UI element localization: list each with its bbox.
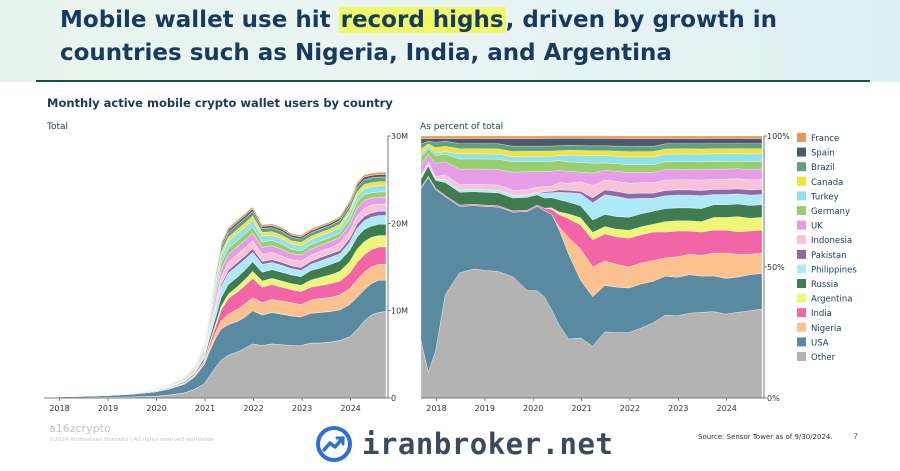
y-tick-label: 100% (767, 132, 790, 141)
watermark: iranbroker.net (316, 424, 613, 464)
title-text-start: Mobile wallet use hit (60, 7, 339, 33)
legend-swatch-germany (797, 206, 806, 215)
page-number: 7 (853, 432, 859, 441)
legend-swatch-brazil (797, 162, 806, 172)
percent-area-chart: 2018 2019 2020 2021 2022 2023 2024 0% 50% 100% (420, 132, 790, 413)
chart-legend: France Spain Brazil Canada Turkey Germany UK In… (797, 133, 857, 363)
legend-label-canada: Canada (811, 178, 843, 188)
legend-label-germany: Germany (811, 207, 850, 217)
y-tick-label: 20M (391, 219, 408, 228)
y-tick-label: 10M (391, 307, 408, 316)
x-tick-label: 2021 (571, 404, 591, 413)
legend-swatch-canada (797, 176, 806, 186)
area-france (420, 135, 763, 139)
chart-subtitle: Monthly active mobile crypto wallet user… (47, 96, 393, 110)
source-note: Source: Sensor Tower as of 9/30/2024. (698, 433, 833, 441)
x-tick-label: 2024 (717, 404, 737, 413)
legend-label-indonesia: Indonesia (811, 236, 852, 246)
legend-swatch-russia (797, 279, 806, 288)
right-panel-title: As percent of total (420, 122, 504, 132)
title-text-end: , driven by growth in countries such as … (60, 7, 777, 66)
legend-label-nigeria: Nigeria (811, 324, 841, 334)
legend-swatch-argentina (797, 293, 806, 303)
x-tick-label: 2023 (668, 404, 688, 413)
watermark-text: iranbroker.net (362, 427, 614, 461)
legend-label-turkey: Turkey (810, 192, 839, 202)
left-panel-title: Total (47, 122, 69, 132)
x-tick-label: 2022 (243, 404, 263, 413)
x-tick-label: 2020 (523, 404, 543, 413)
legend-label-brazil: Brazil (811, 163, 835, 173)
chart-arrow-circle-icon (316, 426, 352, 462)
x-tick-label: 2019 (475, 404, 495, 413)
y-tick-label: 50% (767, 263, 785, 272)
x-tick-label: 2024 (340, 404, 360, 413)
legend-label-philippines: Philippines (811, 265, 857, 275)
x-tick-label: 2021 (195, 404, 215, 413)
x-tick-label: 2019 (98, 404, 118, 413)
legend-swatch-indonesia (797, 235, 806, 245)
legend-swatch-india (797, 308, 806, 318)
legend-swatch-spain (797, 147, 806, 157)
y-tick-label: 0% (767, 394, 780, 403)
y-tick-label: 30M (391, 132, 408, 141)
legend-label-france: France (811, 134, 839, 144)
legend-label-spain: Spain (811, 149, 835, 159)
x-tick-label: 2018 (49, 404, 69, 413)
legend-label-india: India (811, 309, 832, 319)
legend-swatch-other (797, 352, 806, 361)
legend-label-uk: UK (811, 222, 823, 232)
legend-label-usa: USA (811, 338, 829, 348)
x-tick-label: 2020 (146, 404, 166, 413)
legend-swatch-nigeria (797, 322, 806, 332)
legend-label-other: Other (811, 353, 836, 363)
legend-label-russia: Russia (811, 280, 838, 290)
legend-swatch-turkey (797, 191, 806, 201)
legend-swatch-usa (797, 337, 806, 347)
legend-swatch-france (797, 133, 806, 142)
title-highlight: record highs (338, 7, 506, 33)
legend-swatch-philippines (797, 264, 806, 274)
area-france (43, 172, 387, 398)
legend-swatch-uk (797, 220, 806, 230)
legend-label-argentina: Argentina (811, 295, 852, 305)
x-tick-label: 2018 (426, 404, 446, 413)
legend-swatch-pakistan (797, 249, 806, 259)
a16z-logo: a16zcrypto (49, 422, 111, 435)
x-tick-label: 2023 (292, 404, 312, 413)
total-area-chart: 2018 2019 2020 2021 2022 2023 2024 0 10M 20M 30M (43, 132, 408, 413)
copyright-text: ©2024 Andreessen Horowitz | All rights r… (49, 437, 214, 443)
x-tick-label: 2022 (620, 404, 640, 413)
page-title: Mobile wallet use hit record highs, driv… (60, 4, 860, 70)
y-tick-label: 0 (391, 394, 396, 403)
legend-label-pakistan: Pakistan (811, 251, 847, 261)
header-divider (36, 80, 870, 82)
